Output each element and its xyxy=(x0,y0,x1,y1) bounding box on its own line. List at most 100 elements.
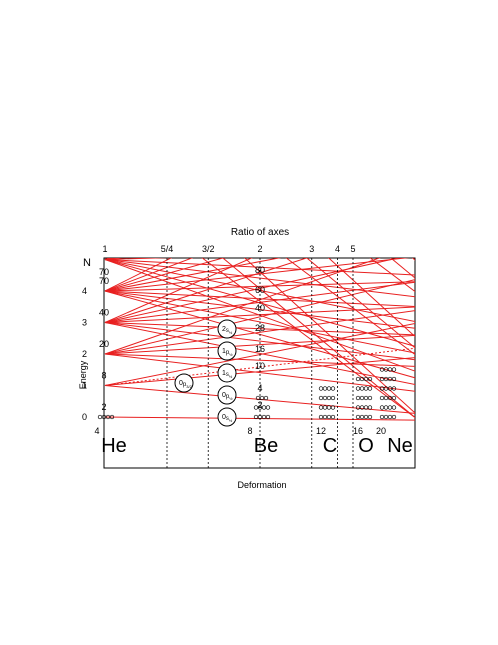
level-line-12 xyxy=(104,322,415,336)
level-line-19 xyxy=(104,290,415,354)
nucleon-dot-be-0-1 xyxy=(257,414,263,420)
nucleon-dot-o-3-1 xyxy=(359,386,365,391)
nucleon-dot-o-3-0 xyxy=(355,386,361,391)
nucleus-name-o: O xyxy=(358,435,374,457)
nucleon-dot-ne-2-3 xyxy=(391,395,397,401)
plot-frame xyxy=(103,257,416,469)
degeneracy-left-top: 70 xyxy=(99,267,109,277)
nucleon-dot-o-4-2 xyxy=(363,376,369,382)
nucleon-dot-c-0-2 xyxy=(326,414,332,420)
nucleon-dot-ne-1-1 xyxy=(383,405,389,410)
nucleon-dot-ne-1-0 xyxy=(379,405,385,410)
level-line-40 xyxy=(243,258,415,414)
nucleus-name-he: He xyxy=(101,435,127,457)
magic-number-1: 4 xyxy=(257,383,262,393)
n-tick-2: 2 xyxy=(82,349,87,359)
orbital-3: 1p½ xyxy=(217,341,237,361)
orbital-4: 2s½ xyxy=(217,319,237,339)
nucleon-dot-be-0-2 xyxy=(261,414,267,420)
nucleon-dot-ne-1-2 xyxy=(387,405,393,410)
nucleon-dot-be-2-1 xyxy=(259,395,265,401)
nucleon-dot-be-1-2 xyxy=(261,405,267,410)
ratio-tick-3: 2 xyxy=(257,244,262,254)
ratio-tick-6: 5 xyxy=(350,244,355,254)
magic-number-7: 80 xyxy=(255,265,265,275)
nucleon-dot-be-0-3 xyxy=(265,414,271,420)
nucleon-dot-c-1-3 xyxy=(330,405,336,410)
nucleon-dot-he-0-3 xyxy=(109,414,115,420)
energy-lines xyxy=(104,200,498,582)
nucleus-name-c: C xyxy=(323,435,337,457)
nucleon-dot-o-2-3 xyxy=(367,395,373,401)
degeneracy-left-3: 40 xyxy=(99,308,109,318)
level-line-29 xyxy=(104,259,415,347)
nucleon-dot-be-2-0 xyxy=(255,395,261,401)
nucleon-dot-ne-4-2 xyxy=(387,376,393,382)
ratio-tick-5: 4 xyxy=(335,244,340,254)
n-tick-4: 4 xyxy=(82,286,87,296)
nucleon-dot-o-0-0 xyxy=(355,414,361,420)
nucleon-dot-c-2-0 xyxy=(318,395,324,401)
level-line-8 xyxy=(104,279,415,355)
level-line-45 xyxy=(390,258,415,279)
nucleon-dot-o-2-2 xyxy=(363,395,369,401)
degeneracy-left-1: 8 xyxy=(101,371,106,381)
nucleon-dot-ne-0-3 xyxy=(391,414,397,420)
magic-number-3: 16 xyxy=(255,344,265,354)
nucleon-dot-o-1-0 xyxy=(355,405,361,410)
orbital-text-4: 2s½ xyxy=(222,326,233,335)
nucleon-dot-ne-0-1 xyxy=(383,414,389,420)
nucleon-dot-ne-4-0 xyxy=(379,376,385,382)
nucleon-dot-o-4-0 xyxy=(355,376,361,382)
nucleon-dot-c-1-0 xyxy=(318,405,324,410)
nucleon-dot-ne-1-3 xyxy=(391,405,397,410)
nucleon-dot-ne-0-0 xyxy=(379,414,385,420)
nucleon-dot-ne-3-2 xyxy=(387,386,393,391)
orbital-circle-2 xyxy=(217,363,237,383)
nucleon-dot-o-1-1 xyxy=(359,405,365,410)
level-line-21 xyxy=(104,290,415,308)
magic-number-4: 28 xyxy=(255,323,265,333)
level-line-0 xyxy=(104,416,415,421)
level-line-1 xyxy=(104,385,415,414)
nucleon-dot-be-1-0 xyxy=(253,405,259,410)
nucleon-dot-o-4-3 xyxy=(367,376,373,382)
orbital-circle-3 xyxy=(217,341,237,361)
n-tick-0: 0 xyxy=(82,412,87,422)
orbital-circle-0 xyxy=(217,407,237,427)
nucleon-dots xyxy=(97,367,397,420)
orbital-circle-4 xyxy=(217,319,237,339)
ratio-tick-4: 3 xyxy=(309,244,314,254)
nucleon-dot-o-2-1 xyxy=(359,395,365,401)
nucleon-dot-ne-5-2 xyxy=(387,367,393,372)
nucleus-mass-he: 4 xyxy=(94,426,99,436)
nucleon-dot-ne-4-1 xyxy=(383,376,389,382)
nucleon-dot-c-3-0 xyxy=(318,386,324,391)
nucleon-dot-ne-0-2 xyxy=(387,414,393,420)
orbital-labels: 0s½ 0p½ 1s½ 1p½ 2s½ 0p3/2 xyxy=(174,319,237,427)
nucleon-dot-ne-2-1 xyxy=(383,395,389,401)
level-line-37 xyxy=(104,258,111,260)
ratio-tick-0: 1 xyxy=(102,244,107,254)
nucleon-dot-c-1-2 xyxy=(326,405,332,410)
level-line-28 xyxy=(104,259,415,372)
level-line-49 xyxy=(433,200,498,582)
ratio-tick-2: 3/2 xyxy=(202,244,215,254)
level-line-24 xyxy=(104,258,282,292)
magic-number-2: 10 xyxy=(255,361,265,371)
nucleon-dot-o-0-2 xyxy=(363,414,369,420)
nucleon-dot-be-0-0 xyxy=(253,414,259,420)
chart-title: Ratio of axes xyxy=(231,227,289,238)
nucleus-name-ne: Ne xyxy=(387,435,413,457)
nucleon-dot-o-0-1 xyxy=(359,414,365,420)
nucleon-dot-c-0-0 xyxy=(318,414,324,420)
level-line-20 xyxy=(104,290,415,329)
nucleon-dot-ne-3-0 xyxy=(379,386,385,391)
orbital-text-3: 1p½ xyxy=(222,348,233,357)
level-line-6 xyxy=(104,334,415,355)
level-line-31 xyxy=(104,259,415,298)
orbital-5: 0p3/2 xyxy=(174,373,194,393)
nucleon-dot-c-2-1 xyxy=(322,395,328,401)
ratio-guides xyxy=(166,258,354,468)
